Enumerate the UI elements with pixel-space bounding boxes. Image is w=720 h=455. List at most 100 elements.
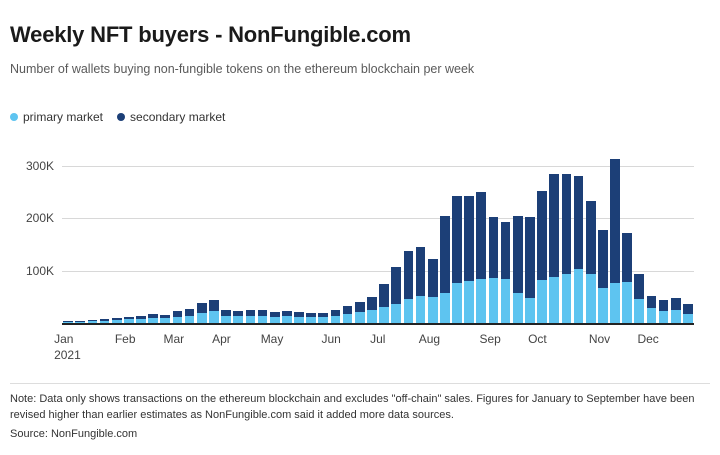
bar-segment-primary [464, 281, 474, 323]
bar-column[interactable] [646, 296, 657, 323]
bar-column[interactable] [148, 314, 158, 323]
bar-segment-secondary [196, 302, 207, 323]
bar-column[interactable] [87, 319, 98, 323]
bar-column[interactable] [537, 190, 547, 323]
bar-segment-primary [500, 278, 511, 323]
bar-column[interactable] [403, 250, 414, 323]
footnote: Note: Data only shows transactions on th… [10, 392, 710, 443]
bar-column[interactable] [658, 299, 669, 323]
bar-column[interactable] [683, 303, 693, 323]
bar-column[interactable] [111, 317, 122, 323]
bar-column[interactable] [306, 313, 316, 323]
bar-column[interactable] [281, 311, 292, 323]
x-axis-tick-label: Oct [528, 332, 547, 346]
bar-column[interactable] [367, 296, 377, 323]
bar-column[interactable] [634, 274, 645, 323]
bar-segment-secondary [379, 283, 389, 323]
bar-column[interactable] [354, 301, 365, 323]
bar-segment-primary [281, 316, 292, 323]
bar-column[interactable] [452, 196, 462, 323]
plot-area [62, 150, 694, 323]
page-title: Weekly NFT buyers - NonFungible.com [10, 22, 411, 47]
bar-segment-primary [525, 298, 535, 323]
bar-column[interactable] [342, 306, 353, 323]
bar-column[interactable] [525, 217, 535, 323]
bar-segment-secondary [415, 247, 426, 323]
y-axis-tick-label: 200K [25, 211, 54, 226]
bar-column[interactable] [294, 312, 304, 323]
bar-segment-secondary [561, 173, 572, 323]
bar-segment-secondary [452, 196, 462, 323]
bar-column[interactable] [573, 176, 584, 323]
bar-segment-primary [439, 293, 450, 323]
bar-column[interactable] [63, 321, 73, 323]
bar-column[interactable] [318, 313, 329, 323]
bar-column[interactable] [99, 318, 110, 323]
bar-column[interactable] [561, 173, 572, 323]
bar-column[interactable] [196, 302, 207, 323]
bar-segment-primary [354, 312, 365, 323]
bar-segment-secondary [525, 217, 535, 323]
bar-column[interactable] [622, 232, 632, 323]
bar-segment-primary [294, 316, 304, 323]
bar-segment-primary [123, 319, 134, 323]
bar-column[interactable] [488, 216, 499, 323]
bar-column[interactable] [75, 320, 86, 323]
bar-segment-primary [427, 296, 438, 323]
bar-column[interactable] [476, 191, 487, 323]
legend-item[interactable]: primary market [10, 110, 103, 124]
bar-segment-primary [172, 316, 183, 323]
bar-segment-primary [160, 318, 171, 323]
bar-column[interactable] [549, 173, 560, 323]
bar-column[interactable] [233, 310, 244, 323]
bar-column[interactable] [257, 309, 268, 323]
bar-segment-primary [99, 320, 110, 323]
bar-segment-primary [318, 317, 329, 323]
bar-segment-primary [196, 313, 207, 323]
x-axis-year-label: 2021 [54, 348, 81, 362]
bar-column[interactable] [512, 215, 523, 323]
bar-segment-primary [476, 278, 487, 323]
bar-column[interactable] [427, 259, 438, 323]
bar-column[interactable] [245, 310, 256, 323]
bar-segment-primary [233, 316, 244, 323]
legend-swatch-primary [10, 113, 18, 121]
legend-item[interactable]: secondary market [117, 110, 225, 124]
bar-column[interactable] [172, 311, 183, 323]
bar-column[interactable] [391, 266, 402, 323]
bar-column[interactable] [330, 310, 341, 323]
bar-column[interactable] [610, 159, 620, 323]
bar-column[interactable] [585, 200, 596, 323]
bar-column[interactable] [415, 247, 426, 323]
bar-segment-primary [148, 318, 158, 323]
bar-column[interactable] [439, 216, 450, 323]
bar-column[interactable] [500, 221, 511, 323]
x-axis-tick-label: Apr [212, 332, 231, 346]
bar-column[interactable] [184, 309, 195, 323]
bar-column[interactable] [597, 230, 608, 323]
bar-segment-primary [610, 283, 620, 323]
bar-column[interactable] [136, 315, 146, 323]
x-axis-tick-label: Sep [479, 332, 501, 346]
bar-segment-primary [634, 299, 645, 323]
bar-column[interactable] [464, 195, 474, 323]
bar-segment-secondary [391, 266, 402, 323]
bar-segment-primary [683, 313, 693, 323]
legend-label: primary market [23, 110, 104, 124]
bar-segment-primary [87, 321, 98, 323]
bar-segment-primary [512, 292, 523, 323]
x-axis-ticks: Jan 2021 Feb Mar Apr May Jun Jul Aug Sep Oct Nov Dec [54, 328, 694, 368]
bar-column[interactable] [269, 312, 280, 323]
bar-segment-secondary [549, 173, 560, 323]
bar-segment-primary [209, 311, 219, 323]
bar-segment-primary [221, 315, 231, 323]
bar-column[interactable] [123, 316, 134, 323]
bar-segment-primary [561, 273, 572, 323]
bar-column[interactable] [670, 297, 681, 323]
bar-column[interactable] [160, 314, 171, 323]
bar-segment-primary [75, 321, 86, 323]
bar-column[interactable] [209, 299, 219, 323]
bar-column[interactable] [221, 309, 231, 323]
bar-column[interactable] [379, 283, 389, 323]
bar-segment-primary [111, 320, 122, 323]
